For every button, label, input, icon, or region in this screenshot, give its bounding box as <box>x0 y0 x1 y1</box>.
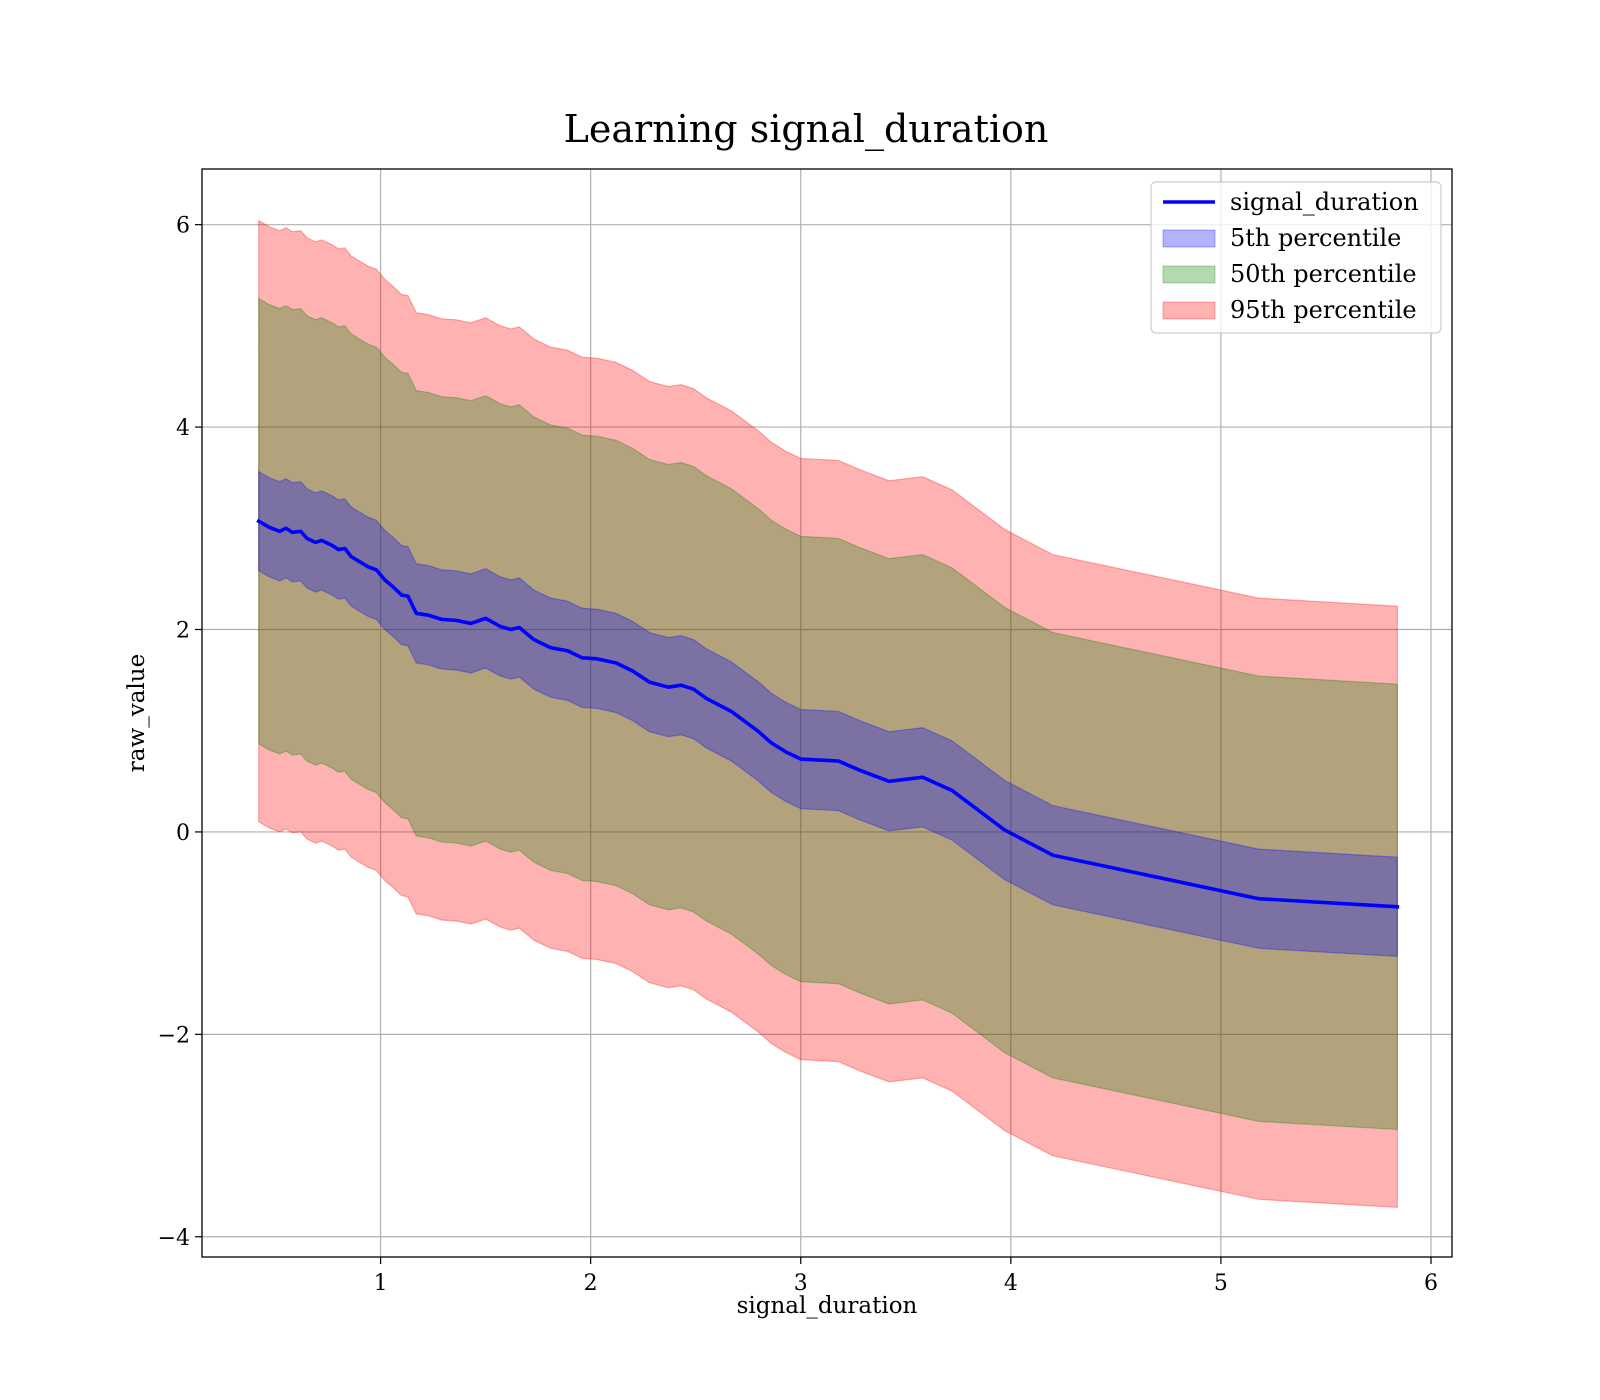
legend-label: 50th percentile <box>1230 260 1417 288</box>
series-lines <box>256 518 1400 909</box>
band-50th-percentile <box>258 297 1398 1131</box>
x-tick-label: 2 <box>584 1271 598 1296</box>
legend-box <box>1150 181 1442 334</box>
series-line-signal-duration <box>256 518 1400 909</box>
x-tick-label: 1 <box>374 1271 388 1296</box>
legend-label: 5th percentile <box>1230 224 1401 252</box>
legend-label: 95th percentile <box>1230 296 1417 324</box>
x-tick-label: 4 <box>1004 1271 1018 1296</box>
x-tick-label: 3 <box>794 1271 808 1296</box>
plot-frame <box>201 168 1453 1258</box>
x-tick-label: 6 <box>1424 1271 1438 1296</box>
y-tick-label: −4 <box>158 1226 190 1251</box>
y-axis-title: raw_value <box>124 654 150 772</box>
percentile-bands <box>258 219 1398 1209</box>
legend-label: signal_duration <box>1230 188 1419 216</box>
x-axis-title: signal_duration <box>737 1293 918 1319</box>
legend-patch-swatch <box>1162 265 1216 284</box>
y-tick-label: 2 <box>176 619 190 644</box>
x-tick-label: 5 <box>1214 1271 1228 1296</box>
y-tick-label: 6 <box>176 214 190 239</box>
grid <box>202 169 1452 1257</box>
band-5th-percentile <box>258 470 1398 958</box>
y-axis-ticks: −4 −2 0 2 4 6 <box>158 214 202 1251</box>
y-tick-label: 0 <box>176 821 190 846</box>
legend-patch-swatch <box>1162 301 1216 320</box>
band-95th-percentile <box>258 219 1398 1209</box>
x-axis-ticks: 1 2 3 4 5 6 <box>374 1257 1438 1296</box>
chart-title: Learning signal_duration <box>564 107 1049 152</box>
y-tick-label: −2 <box>158 1023 190 1048</box>
legend: signal_duration 5th percentile 50th percen… <box>1150 181 1442 334</box>
y-tick-label: 4 <box>176 416 190 441</box>
legend-patch-swatch <box>1162 229 1216 248</box>
